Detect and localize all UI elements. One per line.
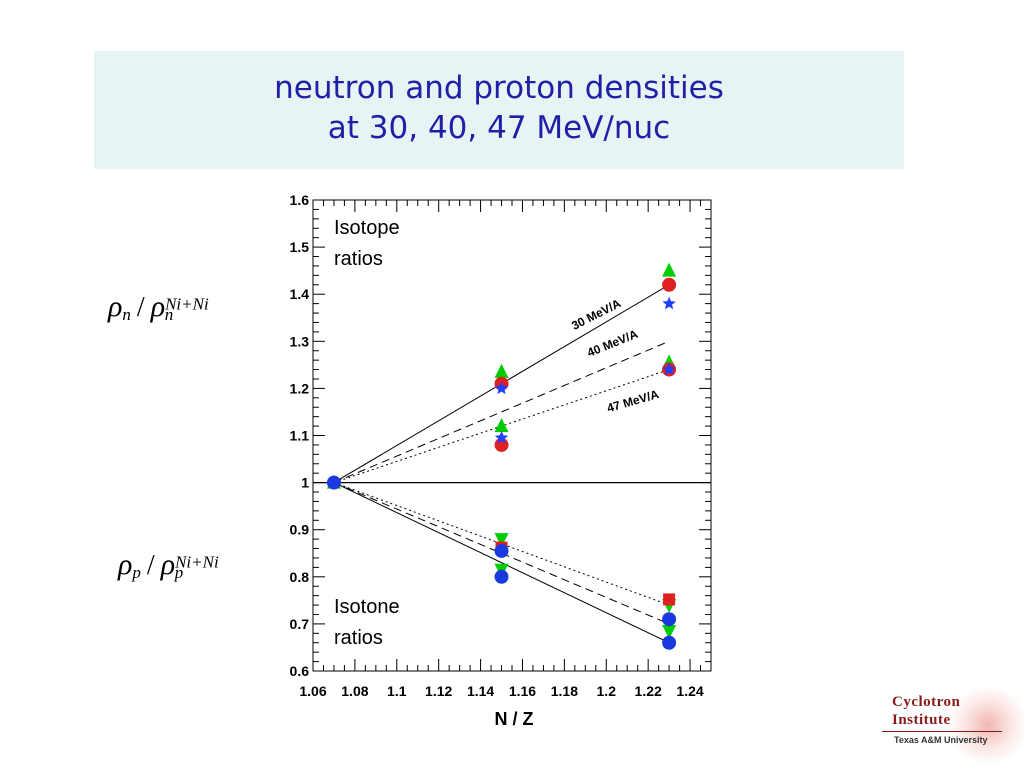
data-point-star (662, 362, 676, 376)
data-point-triangle-up (662, 262, 677, 277)
logo-subtitle: Texas A&M University (894, 735, 988, 745)
subscript: n (164, 305, 174, 325)
energy-label: 40 MeV/A (585, 327, 640, 360)
title-line-2: at 30, 40, 47 MeV/nuc (327, 110, 671, 146)
y-tick-label: 0.9 (290, 522, 310, 538)
data-point-circle (662, 635, 677, 650)
title-box: neutron and proton densities at 30, 40, … (94, 51, 904, 169)
data-point-star (494, 430, 509, 444)
x-axis-label: N / Z (495, 709, 534, 729)
data-point-circle (326, 475, 341, 490)
y-label-neutron-ratio: ρn / ρNi+Nin (108, 290, 209, 325)
x-tick-label: 1.14 (467, 683, 494, 699)
data-point-circle (494, 569, 509, 584)
y-tick-label: 1.6 (290, 192, 310, 208)
data-point-square (663, 593, 676, 606)
subscript: p (174, 563, 184, 583)
x-tick-label: 1.2 (597, 683, 617, 699)
data-point-triangle-up (494, 418, 509, 433)
y-tick-label: 0.7 (290, 616, 310, 632)
y-tick-label: 0.8 (290, 569, 310, 585)
x-tick-label: 1.06 (299, 683, 326, 699)
x-tick-label: 1.1 (387, 683, 407, 699)
fit-line (333, 482, 670, 625)
y-tick-label: 1.3 (290, 333, 310, 349)
cyclotron-institute-logo: Cyclotron Institute Texas A&M University (878, 685, 1024, 768)
slash: / (136, 292, 145, 323)
isotone-label: ratios (334, 627, 383, 649)
data-point-circle (662, 277, 677, 292)
y-tick-label: 1.5 (290, 239, 310, 255)
logo-glow (948, 685, 1024, 765)
y-tick-label: 1.4 (290, 286, 310, 302)
rho-symbol: ρ (118, 548, 133, 581)
isotone-label: Isotone (334, 596, 400, 618)
fit-line (333, 482, 670, 644)
y-tick-label: 1 (301, 475, 309, 491)
logo-word-institute: Institute (892, 712, 951, 728)
x-tick-label: 1.18 (551, 683, 578, 699)
data-point-triangle-up (494, 363, 509, 378)
x-tick-label: 1.24 (676, 683, 703, 699)
rho-symbol: ρ (108, 290, 123, 323)
logo-word-cyclotron: Cyclotron (892, 694, 961, 710)
x-tick-label: 1.12 (425, 683, 452, 699)
fit-line (333, 340, 670, 484)
title-line-1: neutron and proton densities (274, 70, 724, 106)
data-point-star (494, 381, 509, 395)
rho-symbol: ρ (150, 290, 166, 323)
data-point-triangle-down (662, 624, 677, 639)
logo-rule (882, 731, 1002, 732)
isotope-label: Isotope (334, 217, 400, 239)
superscript: Ni+Ni (165, 294, 209, 314)
y-tick-label: 0.6 (290, 663, 310, 679)
data-point-star (662, 296, 676, 310)
x-tick-label: 1.16 (509, 683, 536, 699)
slash: / (146, 550, 155, 581)
subscript: n (122, 305, 131, 325)
data-point-circle (494, 543, 509, 558)
y-tick-label: 1.1 (290, 428, 310, 444)
data-point-triangle-down (494, 533, 509, 548)
y-tick-label: 1.2 (290, 380, 310, 396)
subscript: p (132, 563, 141, 583)
x-tick-label: 1.08 (341, 683, 368, 699)
isotope-label: ratios (334, 248, 383, 270)
y-label-proton-ratio: ρp / ρNi+Nip (118, 548, 219, 583)
superscript: Ni+Ni (175, 552, 219, 572)
energy-label: 47 MeV/A (605, 387, 660, 415)
data-point-circle (662, 612, 677, 627)
rho-symbol: ρ (160, 548, 176, 581)
x-tick-label: 1.22 (635, 683, 662, 699)
